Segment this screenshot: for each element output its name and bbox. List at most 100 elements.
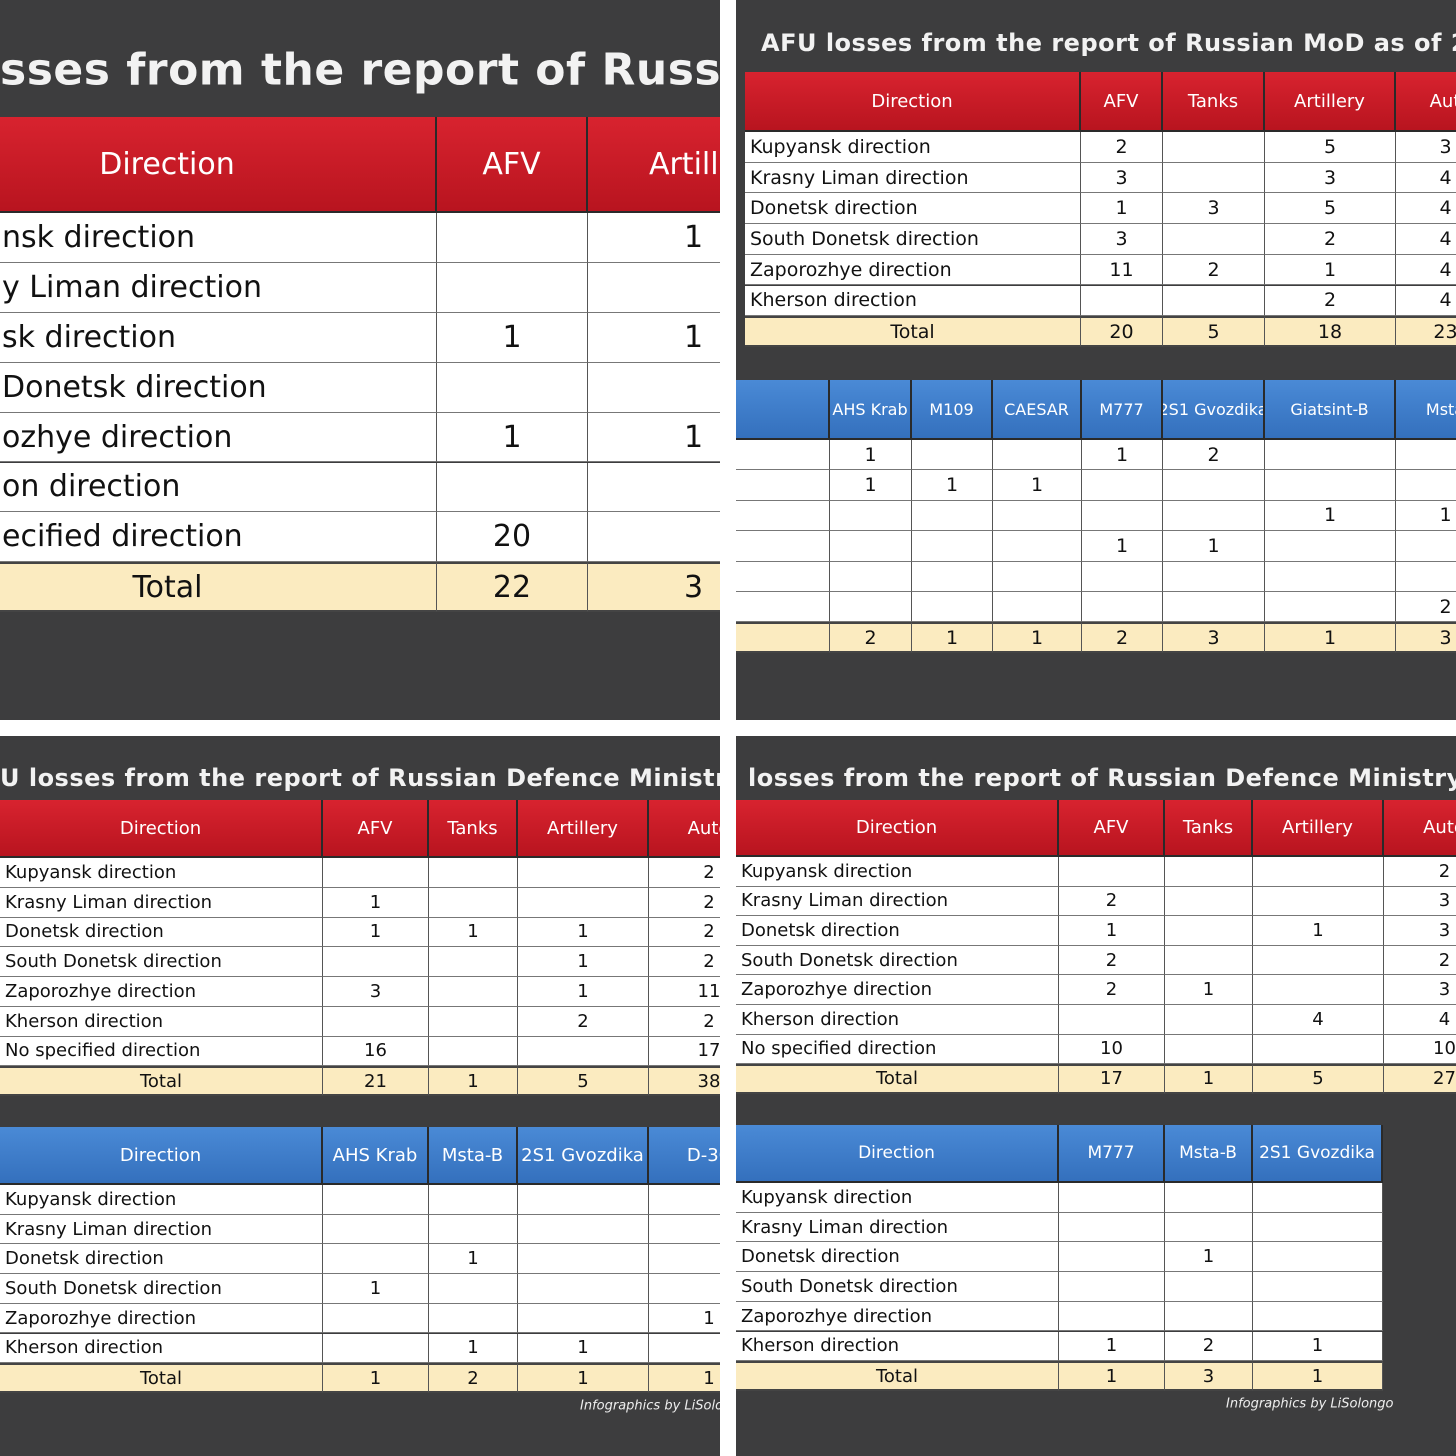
table-cell: 1 — [830, 440, 912, 471]
header-cell: M109 — [912, 380, 993, 440]
total-cell: 3 — [1396, 622, 1456, 653]
total-cell: 5 — [1253, 1064, 1384, 1094]
table-cell: 2 — [1059, 945, 1165, 976]
header-cell: Direction — [745, 72, 1081, 132]
table-cell — [1163, 132, 1265, 163]
table-cell — [429, 947, 518, 977]
table-cell — [1059, 1272, 1165, 1302]
header-cell: 2S1 Gvozdika — [1253, 1125, 1383, 1183]
table-cell: 2 — [1265, 285, 1396, 317]
table-cell: 1 — [588, 412, 720, 463]
total-cell: Total — [0, 1363, 323, 1393]
table-cell — [323, 1244, 429, 1275]
table-cell — [912, 440, 993, 471]
table-cell — [1163, 561, 1265, 592]
header-cell: 2S1 Gvozdika — [518, 1127, 649, 1185]
table-cell: 2 — [1384, 857, 1456, 887]
table-cell: 1 — [518, 1333, 649, 1364]
table-cell — [588, 512, 720, 563]
row-label: Donetsk direction — [745, 193, 1081, 225]
table-cell: 3 — [1384, 975, 1456, 1005]
total-cell: Total — [0, 562, 437, 613]
table-cell — [1163, 470, 1265, 501]
table-cell — [1253, 1272, 1383, 1302]
row-label: Kupyansk direction — [736, 1183, 1059, 1213]
table-cell — [1081, 285, 1163, 317]
table-cell: 1 — [1163, 531, 1265, 562]
row-label: sk direction — [0, 312, 437, 363]
table-cell: 3 — [1081, 224, 1163, 255]
table-cell — [1265, 470, 1396, 501]
row-label: Zaporozhye direction — [736, 975, 1059, 1005]
panel: U losses from the report of Russian Defe… — [0, 736, 720, 1456]
row-label: South Donetsk direction — [736, 1272, 1059, 1302]
table-cell — [588, 362, 720, 413]
table-cell — [1059, 1212, 1165, 1243]
total-cell: Total — [745, 316, 1081, 347]
table-cell — [649, 1244, 720, 1275]
table-cell — [1165, 1005, 1253, 1035]
table-cell — [1163, 162, 1265, 194]
row-label: South Donetsk direction — [736, 945, 1059, 976]
header-cell: Msta-B — [429, 1127, 518, 1185]
table-cell — [1165, 1034, 1253, 1065]
table-cell — [437, 213, 588, 263]
row-label: Zaporozhye direction — [0, 1303, 323, 1334]
header-cell: Direction — [0, 1127, 323, 1185]
header-cell: Tanks — [1165, 800, 1253, 857]
header-cell — [736, 380, 830, 440]
table-cell — [323, 1303, 429, 1334]
table-cell — [1265, 592, 1396, 623]
row-label: No specified direction — [736, 1034, 1059, 1065]
total-cell: 21 — [323, 1066, 429, 1096]
table-cell — [437, 462, 588, 513]
row-label: Donetsk direction — [0, 362, 437, 413]
panel-title: U losses from the report of Russian Defe… — [0, 764, 720, 792]
table-cell — [1265, 531, 1396, 562]
table-cell: 2 — [518, 1006, 649, 1037]
row-label: Krasny Liman direction — [736, 1212, 1059, 1243]
table-cell — [1253, 1034, 1384, 1065]
table-cell: 4 — [1396, 224, 1456, 255]
row-label: Donetsk direction — [0, 917, 323, 948]
row-label: Zaporozhye direction — [736, 1301, 1059, 1332]
header-cell: AFV — [437, 117, 588, 213]
table-cell — [1253, 1242, 1383, 1273]
total-cell: 2 — [830, 622, 912, 653]
total-cell: 1 — [649, 1363, 720, 1393]
row-label — [736, 500, 830, 532]
table-cell: 1 — [1396, 500, 1456, 532]
header-cell: Direction — [736, 1125, 1059, 1183]
table-cell: 3 — [323, 977, 429, 1007]
table-cell — [1082, 592, 1163, 623]
total-cell: 1 — [323, 1363, 429, 1393]
header-cell: Auto — [1384, 800, 1456, 857]
total-cell: 1 — [1059, 1361, 1165, 1391]
table-cell: 4 — [1384, 1005, 1456, 1035]
table-cell — [1059, 1005, 1165, 1035]
table-cell: 2 — [1059, 886, 1165, 917]
table-cell — [588, 262, 720, 313]
table-cell: 1 — [1081, 193, 1163, 225]
total-cell: 1 — [912, 622, 993, 653]
row-label: Kupyansk direction — [745, 132, 1081, 163]
table-cell — [429, 1006, 518, 1037]
row-label: Kupyansk direction — [0, 1185, 323, 1215]
table-cell: 4 — [1253, 1005, 1384, 1035]
table-cell — [993, 592, 1082, 623]
row-label: Krasny Liman direction — [0, 887, 323, 918]
row-label: Kherson direction — [736, 1331, 1059, 1362]
table-cell — [1253, 945, 1384, 976]
table-cell: 4 — [1396, 162, 1456, 194]
header-cell: Auto — [649, 800, 720, 858]
table-cell: 1 — [518, 977, 649, 1007]
row-label — [736, 440, 830, 471]
table-cell: 1 — [323, 887, 429, 918]
table-cell: 1 — [1059, 1331, 1165, 1362]
row-label: No specified direction — [0, 1036, 323, 1067]
row-label: Zaporozhye direction — [0, 977, 323, 1007]
row-label — [736, 561, 830, 592]
table-cell — [912, 531, 993, 562]
table-cell — [1396, 470, 1456, 501]
table-cell — [1059, 1183, 1165, 1213]
